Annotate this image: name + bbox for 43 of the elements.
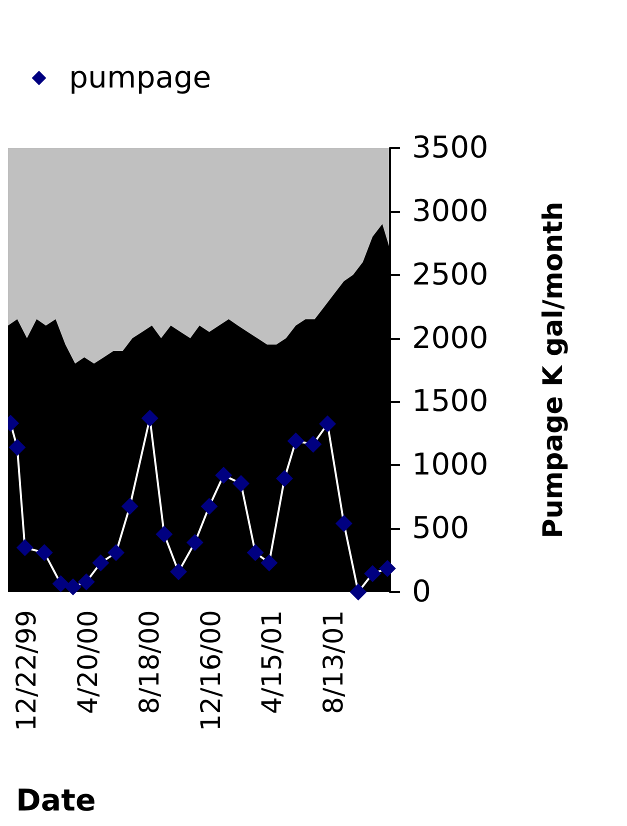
x-tick-label: 8/18/00 (134, 610, 166, 714)
point (121, 498, 138, 515)
point (364, 565, 382, 582)
x-tick-label: 12/16/00 (196, 610, 227, 732)
point (52, 575, 70, 592)
point (335, 514, 352, 532)
point (378, 560, 396, 578)
point (141, 410, 158, 427)
legend-label: pumpage (69, 60, 212, 96)
x-tick-label: 12/22/99 (11, 610, 42, 732)
x-tick-label: 4/15/01 (257, 610, 288, 714)
point (16, 539, 34, 556)
y-tick-label: 3000 (412, 194, 488, 229)
point (64, 578, 82, 596)
y-tick-label: 1000 (412, 448, 488, 483)
point (304, 436, 322, 453)
y-tick-label: 3500 (412, 130, 488, 166)
point (287, 432, 304, 450)
y-axis-title: Pumpage K gal/month (538, 202, 569, 538)
y-tick-label: 500 (412, 511, 470, 546)
point (156, 526, 173, 543)
x-tick-label: 4/20/00 (72, 610, 104, 714)
x-axis-title: Date (16, 784, 96, 818)
point (246, 544, 264, 562)
point (319, 415, 336, 432)
point (78, 573, 95, 590)
point (170, 563, 188, 580)
point (186, 534, 204, 552)
y-tick-label: 2500 (412, 257, 488, 292)
point (108, 544, 125, 562)
point (350, 584, 367, 600)
x-tick-label: 8/13/01 (318, 610, 350, 714)
point (200, 498, 218, 515)
point (260, 554, 278, 572)
y-tick-label: 2000 (412, 320, 488, 356)
y-tick-label: 1500 (412, 384, 488, 420)
point (92, 554, 110, 572)
point (232, 475, 250, 492)
point (8, 438, 26, 456)
point (215, 466, 232, 484)
y-tick-label: 0 (412, 574, 432, 610)
point (276, 470, 294, 487)
point (36, 544, 53, 562)
